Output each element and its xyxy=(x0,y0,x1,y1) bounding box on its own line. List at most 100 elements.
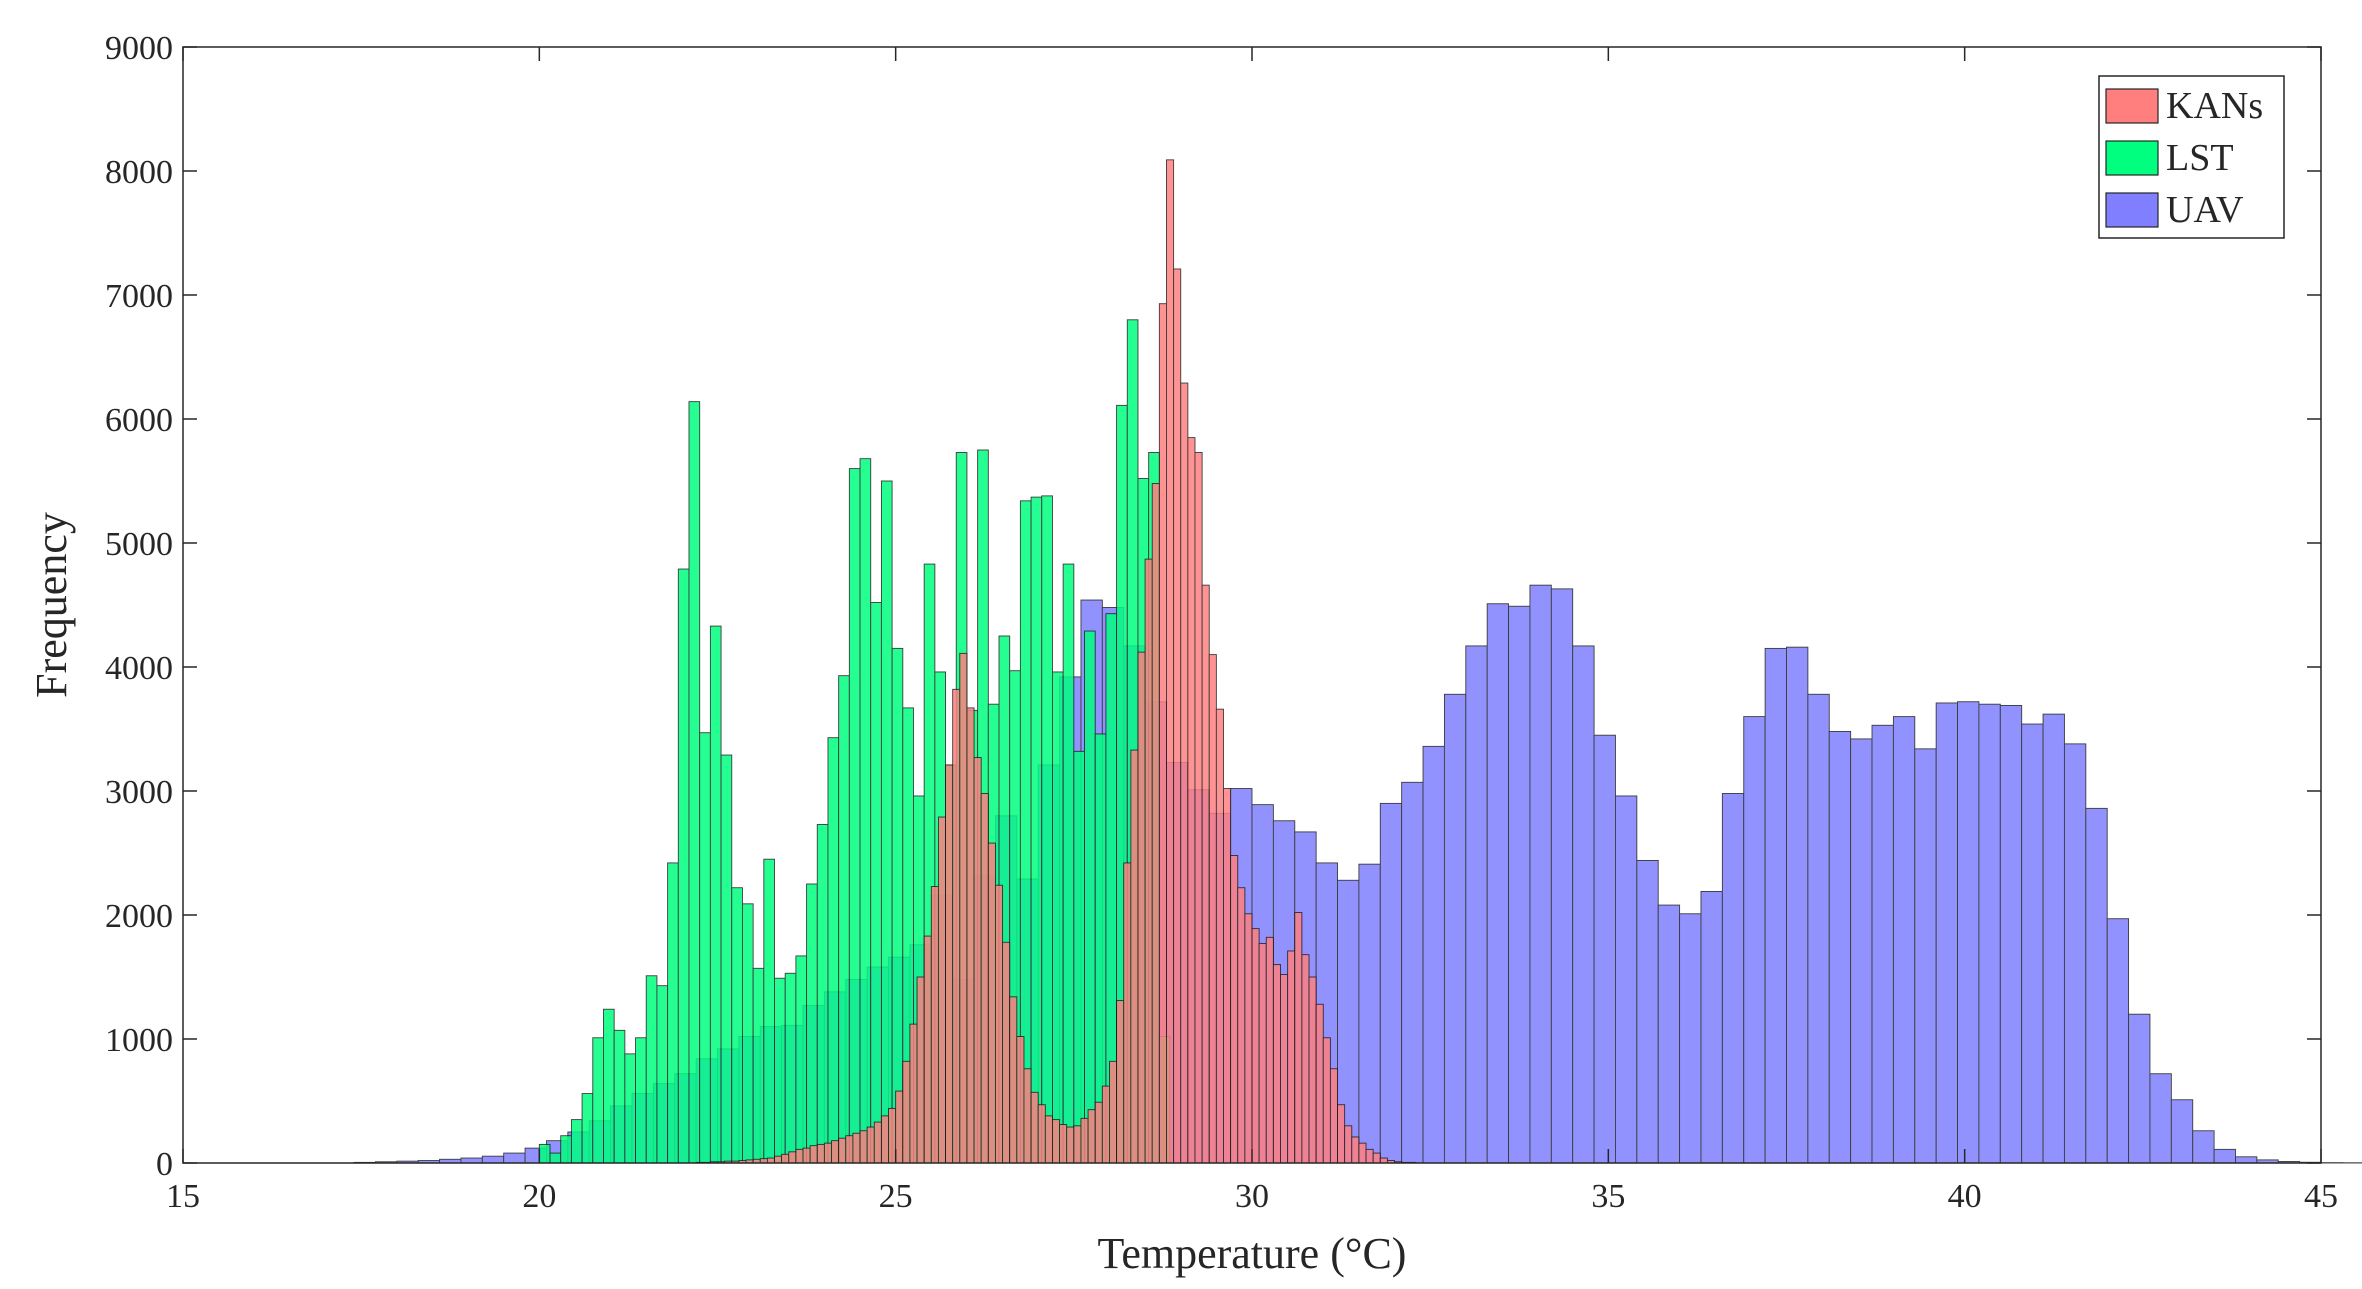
bar-kans xyxy=(923,935,932,1164)
bar-uav xyxy=(2192,1130,2215,1164)
bar-kans xyxy=(880,1115,889,1164)
bar-kans xyxy=(1073,1125,1082,1164)
bar-lst xyxy=(1041,495,1053,1164)
bar-kans xyxy=(1101,1085,1110,1164)
bar-kans xyxy=(1344,1125,1353,1164)
bar-uav xyxy=(1828,731,1852,1164)
bar-kans xyxy=(1052,1119,1061,1164)
bar-uav xyxy=(1679,913,1702,1164)
ticks-layer: 15 20 25 30 35 40 45 0 1000 2000 3000 4000 5000 6000 7… xyxy=(105,30,2338,1215)
bar-kans xyxy=(1237,887,1246,1164)
y-tick-label: 6000 xyxy=(105,402,173,439)
bar-uav xyxy=(1914,748,1937,1164)
bar-kans xyxy=(945,764,954,1164)
bar-kans xyxy=(866,1126,875,1164)
y-tick-label: 4000 xyxy=(105,650,173,687)
bar-lst xyxy=(645,975,658,1164)
bar-uav xyxy=(1786,646,1809,1164)
bar-kans xyxy=(1230,855,1239,1164)
bar-lst xyxy=(806,883,818,1164)
bar-lst xyxy=(570,1119,583,1164)
y-tick-label: 8000 xyxy=(105,154,173,191)
bar-kans xyxy=(1244,913,1253,1164)
bar-lst xyxy=(1084,630,1096,1164)
bar-uav xyxy=(1358,863,1381,1164)
bar-uav xyxy=(1657,904,1681,1164)
bar-uav xyxy=(2128,1013,2151,1164)
bar-kans xyxy=(973,757,982,1164)
bar-kans xyxy=(895,1090,904,1164)
bar-kans xyxy=(788,1151,797,1164)
bar-uav xyxy=(2170,1099,2194,1164)
bar-uav xyxy=(2042,713,2065,1164)
bar-lst xyxy=(688,401,701,1164)
y-tick-label: 7000 xyxy=(105,278,173,315)
bar-kans xyxy=(831,1140,840,1164)
bar-kans xyxy=(1287,950,1296,1164)
bar-uav xyxy=(2021,723,2044,1164)
bar-lst xyxy=(827,737,840,1164)
bar-kans xyxy=(845,1135,854,1164)
bar-lst xyxy=(763,858,775,1164)
bar-lst xyxy=(656,985,669,1164)
bar-kans xyxy=(1208,654,1217,1164)
bar-kans xyxy=(838,1137,847,1164)
bar-kans xyxy=(1251,928,1260,1164)
bar-lst xyxy=(709,625,722,1164)
bar-uav xyxy=(1465,645,1488,1164)
bar-lst xyxy=(603,1008,615,1164)
bar-lst xyxy=(592,1037,604,1164)
bar-kans xyxy=(980,793,989,1164)
bar-uav xyxy=(1379,802,1403,1164)
bar-uav xyxy=(1700,890,1723,1164)
bar-lst xyxy=(549,1152,562,1164)
legend-label-kans: KANs xyxy=(2166,85,2263,127)
bar-kans xyxy=(1337,1104,1346,1164)
bar-kans xyxy=(1258,943,1267,1164)
bar-kans xyxy=(1187,437,1196,1164)
legend-swatch-lst xyxy=(2105,140,2159,176)
legend: KANs LST UAV xyxy=(2098,75,2285,239)
bar-uav xyxy=(1935,702,1958,1164)
bar-uav xyxy=(2085,807,2108,1164)
bar-kans xyxy=(1294,912,1303,1164)
series-kans xyxy=(695,159,1417,1164)
bar-lst xyxy=(677,568,690,1164)
legend-swatch-uav xyxy=(2105,192,2159,228)
x-tick-label: 30 xyxy=(1235,1178,1269,1215)
bar-kans xyxy=(1201,584,1210,1164)
bar-uav xyxy=(1443,693,1467,1164)
bar-uav xyxy=(1508,605,1531,1164)
bar-uav xyxy=(1401,781,1424,1164)
bar-uav xyxy=(1550,588,1574,1164)
bar-kans xyxy=(1158,303,1167,1164)
bar-kans xyxy=(1044,1115,1053,1164)
bar-lst xyxy=(635,1037,647,1164)
bar-lst xyxy=(816,824,829,1164)
legend-label-lst: LST xyxy=(2166,137,2234,179)
x-tick-label: 15 xyxy=(166,1178,200,1215)
bar-uav xyxy=(1572,645,1595,1164)
bar-uav xyxy=(1978,703,2001,1164)
bar-kans xyxy=(802,1147,811,1164)
bar-kans xyxy=(966,707,975,1164)
bar-kans xyxy=(902,1060,911,1164)
y-tick-label: 1000 xyxy=(105,1022,173,1059)
bar-kans xyxy=(781,1153,790,1164)
bar-kans xyxy=(873,1121,882,1164)
bar-lst xyxy=(848,468,861,1164)
bar-kans xyxy=(795,1148,804,1164)
bar-kans xyxy=(1037,1104,1046,1164)
bar-uav xyxy=(1807,693,1830,1164)
bar-uav xyxy=(1764,647,1787,1164)
bar-lst xyxy=(1052,671,1064,1164)
bar-kans xyxy=(1180,382,1189,1164)
bar-kans xyxy=(1272,964,1281,1164)
bar-lst xyxy=(624,1053,636,1164)
bar-lst xyxy=(613,1029,626,1164)
bar-uav xyxy=(1721,793,1745,1164)
bar-kans xyxy=(1166,159,1175,1164)
bar-kans xyxy=(1173,268,1182,1164)
x-tick-label: 45 xyxy=(2304,1178,2338,1215)
